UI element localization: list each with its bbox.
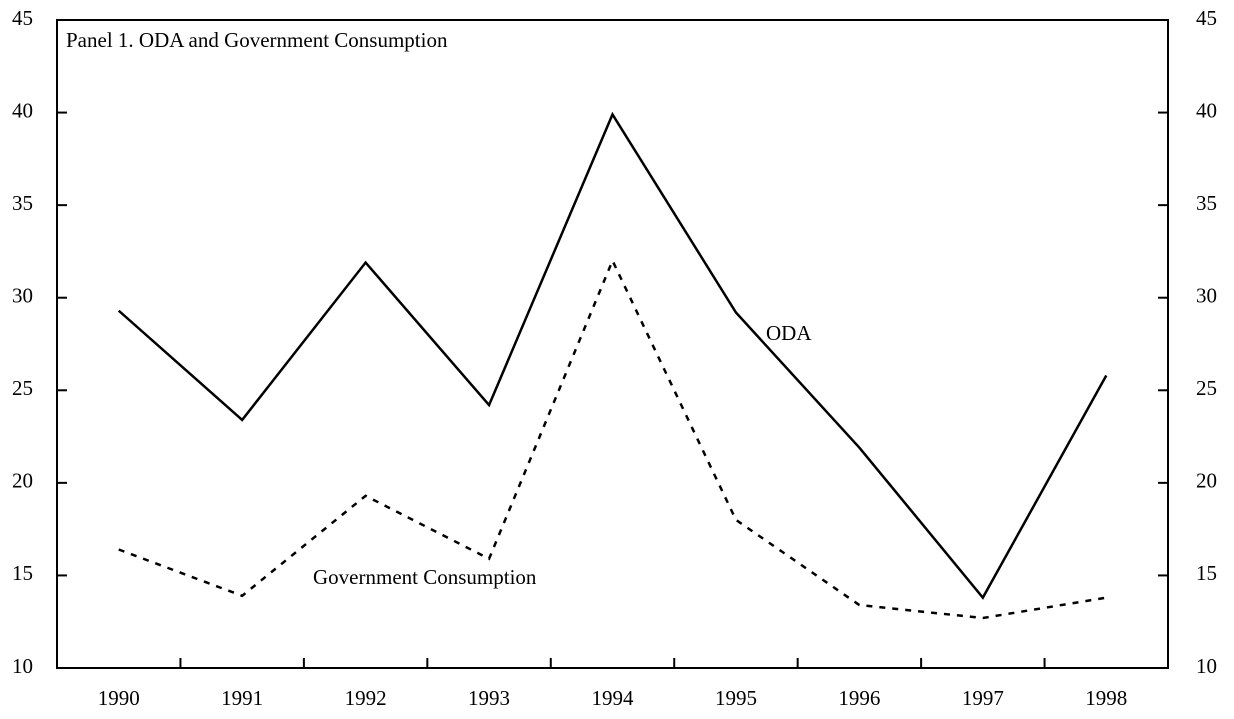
x-tick-label: 1997	[962, 686, 1004, 710]
y-tick-label: 45	[12, 6, 33, 30]
x-tick-label: 1991	[221, 686, 263, 710]
line-series	[117, 111, 1108, 600]
x-tick-label: 1992	[345, 686, 387, 710]
x-tick-label: 1990	[98, 686, 140, 710]
y-tick-label: 35	[12, 191, 33, 215]
line-series	[118, 257, 1107, 620]
plot-frame	[56, 19, 1169, 669]
y-tick-label: 40	[12, 98, 33, 122]
x-tick-label: 1994	[592, 686, 635, 710]
y2-tick-label: 30	[1196, 284, 1217, 308]
y2-tick-label: 10	[1196, 654, 1217, 678]
y-tick-label: 15	[12, 561, 33, 585]
series-label: Government Consumption	[313, 565, 537, 589]
x-tick-label: 1996	[838, 686, 880, 710]
x-tick-label: 1995	[715, 686, 757, 710]
x-tick-label: 1998	[1085, 686, 1127, 710]
y-tick-label: 10	[12, 654, 33, 678]
y2-tick-label: 15	[1196, 561, 1217, 585]
y-tick-label: 25	[12, 376, 33, 400]
y2-tick-label: 25	[1196, 376, 1217, 400]
y2-tick-label: 35	[1196, 191, 1217, 215]
y2-tick-label: 45	[1196, 6, 1217, 30]
y-tick-label: 20	[12, 469, 33, 493]
x-tick-label: 1993	[468, 686, 510, 710]
y-tick-label: 30	[12, 284, 33, 308]
chart-title: Panel 1. ODA and Government Consumption	[66, 28, 448, 52]
y2-tick-label: 40	[1196, 98, 1217, 122]
y2-tick-label: 20	[1196, 469, 1217, 493]
series-label: ODA	[766, 321, 812, 345]
